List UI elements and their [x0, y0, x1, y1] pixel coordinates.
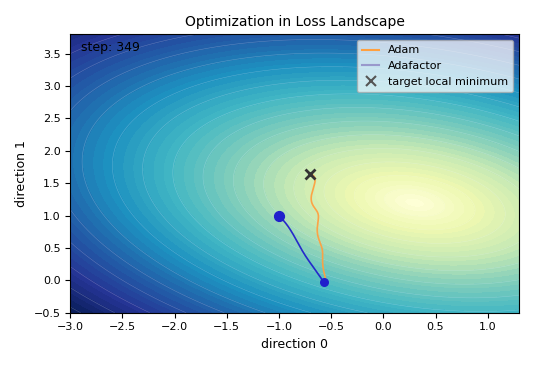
Point — [319, 279, 328, 285]
X-axis label: direction 0: direction 0 — [261, 338, 328, 351]
Text: step: 349: step: 349 — [81, 41, 139, 53]
Legend: Adam, Adafactor, target local minimum: Adam, Adafactor, target local minimum — [357, 40, 514, 92]
Point — [274, 213, 283, 219]
Title: Optimization in Loss Landscape: Optimization in Loss Landscape — [185, 15, 405, 29]
Y-axis label: direction 1: direction 1 — [15, 140, 28, 207]
